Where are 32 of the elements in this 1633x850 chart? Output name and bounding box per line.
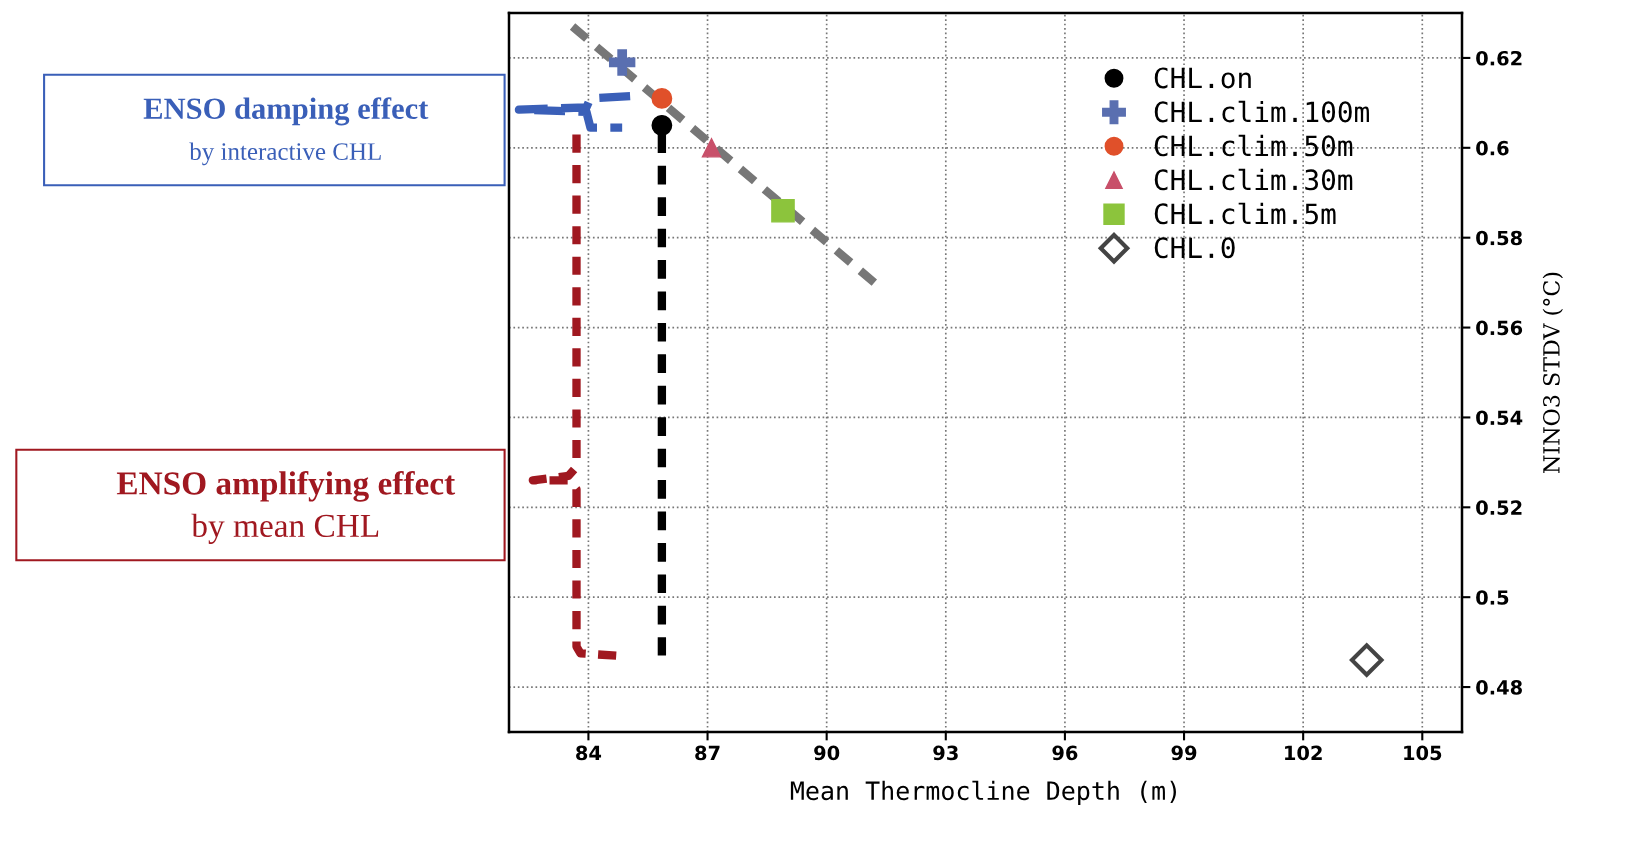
y-tick-label: 0.54 xyxy=(1476,410,1523,426)
y-tick-label: 0.52 xyxy=(1476,500,1522,515)
x-tick-label: 93 xyxy=(933,745,958,761)
y-tick-label: 0.62 xyxy=(1476,50,1522,66)
legend-label: CHL.clim.30m xyxy=(1154,168,1353,191)
text: ENSO amplifying effect by mean CHL xyxy=(116,470,456,544)
y-tick-label: 0.58 xyxy=(1476,230,1522,246)
legend-label: CHL.clim.5m xyxy=(1154,202,1336,225)
point xyxy=(608,49,636,76)
legend-label: CHL.on xyxy=(1154,67,1251,89)
x-tick-label: 84 xyxy=(576,745,602,761)
y-tick-label: 0.5 xyxy=(1476,590,1509,605)
y-axis-title: NINO3 STDV (°C) xyxy=(1542,272,1563,473)
x-tick-label: 99 xyxy=(1171,745,1197,761)
legend-label: CHL.0 xyxy=(1154,237,1235,259)
y-tick-label: 0.6 xyxy=(1476,140,1509,156)
x-tick-label: 102 xyxy=(1285,745,1322,761)
x-tick-label: 96 xyxy=(1052,745,1078,761)
text: ENSO damping effect by interactive CHL xyxy=(143,97,429,166)
legend-label: CHL.clim.100m xyxy=(1154,100,1369,123)
x-tick-label: 105 xyxy=(1404,745,1442,761)
x-tick-label: 87 xyxy=(695,745,720,761)
point xyxy=(771,198,795,223)
x-axis-title: Mean Thermocline Depth (m) xyxy=(790,780,1176,806)
point xyxy=(651,114,673,136)
point xyxy=(701,138,722,158)
legend-label: CHL.clim.50m xyxy=(1154,134,1353,157)
point xyxy=(1349,643,1384,677)
y-tick-label: 0.56 xyxy=(1476,320,1523,336)
point xyxy=(651,87,673,109)
y-tick-label: 0.48 xyxy=(1476,680,1522,695)
x-tick-label: 90 xyxy=(814,745,840,761)
